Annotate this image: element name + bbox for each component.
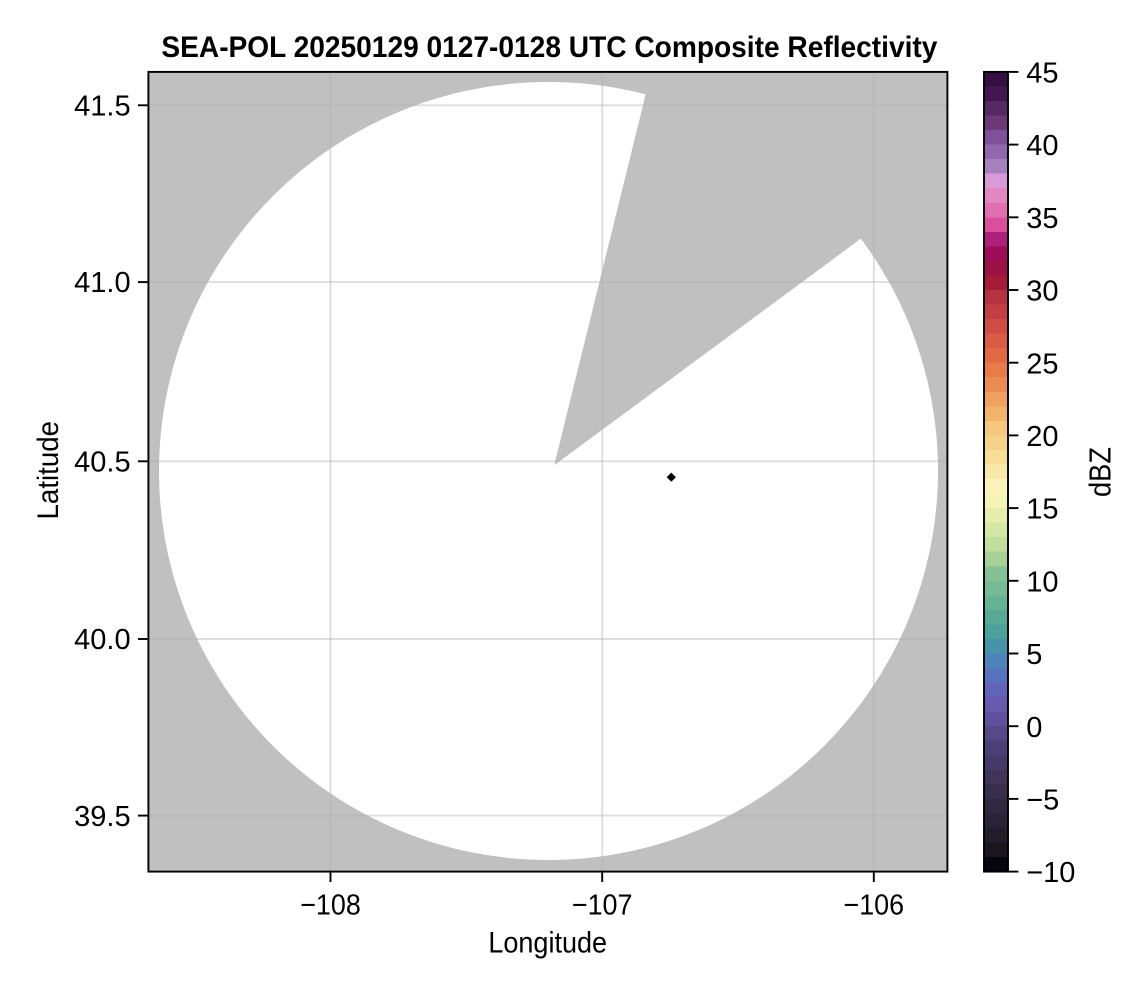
- svg-text:30: 30: [1026, 276, 1058, 308]
- svg-text:−107: −107: [572, 890, 633, 922]
- svg-text:−108: −108: [300, 890, 361, 922]
- svg-text:SEA-POL 20250129 0127-0128 UTC: SEA-POL 20250129 0127-0128 UTC Composite…: [161, 31, 938, 64]
- svg-text:−106: −106: [844, 890, 905, 922]
- svg-text:10: 10: [1026, 566, 1058, 598]
- svg-text:Longitude: Longitude: [488, 927, 607, 960]
- svg-text:dBZ: dBZ: [1084, 447, 1118, 497]
- svg-text:45: 45: [1026, 58, 1058, 90]
- svg-text:41.5: 41.5: [74, 91, 130, 123]
- svg-text:15: 15: [1026, 494, 1058, 526]
- svg-text:Latitude: Latitude: [32, 421, 65, 520]
- svg-text:40: 40: [1026, 130, 1058, 162]
- svg-text:0: 0: [1026, 712, 1042, 744]
- svg-text:−10: −10: [1026, 857, 1075, 889]
- svg-text:20: 20: [1026, 421, 1058, 453]
- svg-text:40.0: 40.0: [74, 624, 130, 656]
- svg-text:25: 25: [1026, 348, 1058, 380]
- svg-text:41.0: 41.0: [74, 267, 130, 299]
- svg-text:−5: −5: [1026, 785, 1059, 817]
- svg-text:5: 5: [1026, 639, 1042, 671]
- svg-text:35: 35: [1026, 203, 1058, 235]
- svg-text:40.5: 40.5: [74, 446, 130, 478]
- svg-text:39.5: 39.5: [74, 801, 130, 833]
